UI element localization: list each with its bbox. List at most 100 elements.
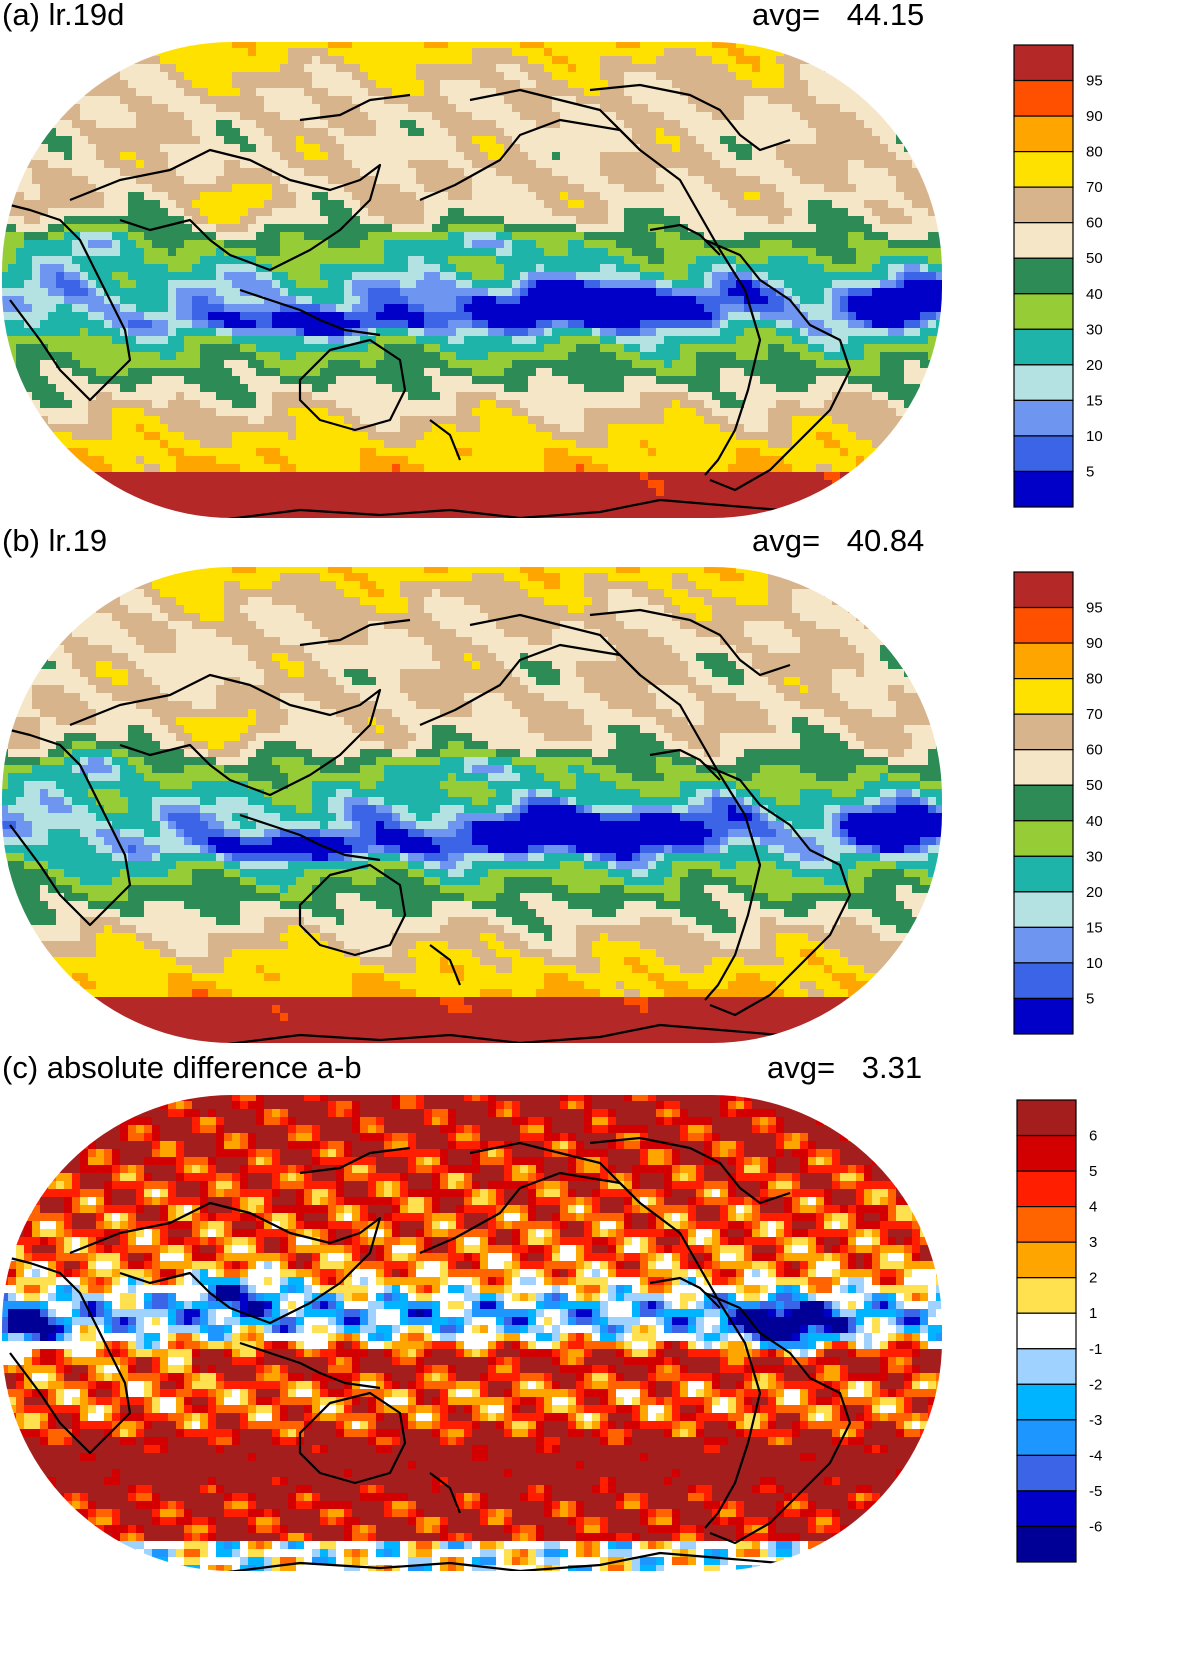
field-cell — [304, 184, 312, 192]
field-cell — [872, 64, 880, 72]
field-cell — [504, 304, 512, 312]
field-cell — [280, 216, 288, 224]
field-cell — [736, 42, 744, 48]
field-cell — [576, 192, 584, 200]
field-cell — [48, 240, 56, 248]
field-cell — [520, 352, 528, 360]
field-cell — [528, 208, 536, 216]
field-cell — [864, 120, 872, 128]
field-cell — [424, 200, 432, 208]
field-cell — [120, 320, 128, 328]
field-cell — [720, 208, 728, 216]
field-cell — [568, 224, 576, 232]
field-cell — [176, 42, 184, 48]
field-cell — [720, 42, 728, 48]
field-cell — [2, 240, 8, 248]
field-cell — [616, 42, 624, 48]
field-cell — [672, 42, 680, 48]
field-cell — [600, 256, 608, 264]
field-cell — [648, 200, 656, 208]
field-cell — [912, 216, 920, 224]
field-cell — [920, 360, 928, 368]
field-cell — [384, 112, 392, 120]
field-cell — [272, 208, 280, 216]
field-cell — [192, 176, 200, 184]
field-cell — [456, 344, 464, 352]
field-cell — [752, 280, 760, 288]
field-cell — [864, 176, 872, 184]
field-cell — [848, 240, 856, 248]
field-cell — [296, 152, 304, 160]
field-cell — [432, 368, 440, 376]
field-cell — [448, 296, 456, 304]
field-cell — [344, 344, 352, 352]
field-cell — [424, 184, 432, 192]
field-cell — [24, 80, 32, 88]
field-cell — [824, 192, 832, 200]
field-cell — [768, 328, 776, 336]
field-cell — [176, 136, 184, 144]
field-cell — [760, 80, 768, 88]
field-cell — [168, 304, 176, 312]
field-cell — [48, 48, 56, 56]
field-cell — [536, 216, 544, 224]
field-cell — [920, 352, 928, 360]
field-cell — [416, 176, 424, 184]
field-cell — [400, 312, 408, 320]
field-cell — [48, 184, 56, 192]
field-cell — [184, 184, 192, 192]
field-cell — [896, 288, 904, 296]
field-cell — [712, 368, 720, 376]
field-cell — [344, 144, 352, 152]
field-cell — [752, 176, 760, 184]
field-cell — [248, 72, 256, 80]
field-cell — [920, 224, 928, 232]
field-cell — [440, 336, 448, 344]
field-cell — [872, 42, 880, 48]
field-cell — [248, 168, 256, 176]
field-cell — [48, 296, 56, 304]
field-cell — [144, 256, 152, 264]
field-cell — [448, 328, 456, 336]
field-cell — [792, 104, 800, 112]
field-cell — [824, 80, 832, 88]
field-cell — [80, 224, 88, 232]
field-cell — [136, 128, 144, 136]
field-cell — [744, 72, 752, 80]
field-cell — [136, 176, 144, 184]
field-cell — [240, 80, 248, 88]
field-cell — [600, 136, 608, 144]
field-cell — [408, 248, 416, 256]
field-cell — [408, 352, 416, 360]
field-cell — [648, 288, 656, 296]
field-cell — [328, 64, 336, 72]
field-cell — [80, 192, 88, 200]
field-cell — [856, 328, 864, 336]
field-cell — [448, 64, 456, 72]
field-cell — [152, 160, 160, 168]
field-cell — [656, 328, 664, 336]
field-cell — [872, 216, 880, 224]
field-cell — [560, 360, 568, 368]
field-cell — [480, 352, 488, 360]
field-cell — [752, 360, 760, 368]
field-cell — [784, 232, 792, 240]
field-cell — [720, 320, 728, 328]
field-cell — [504, 200, 512, 208]
field-cell — [720, 88, 728, 96]
field-cell — [744, 200, 752, 208]
field-cell — [928, 256, 936, 264]
field-cell — [920, 48, 928, 56]
field-cell — [672, 96, 680, 104]
field-cell — [800, 88, 808, 96]
field-cell — [320, 176, 328, 184]
field-cell — [520, 200, 528, 208]
field-cell — [416, 232, 424, 240]
field-cell — [376, 184, 384, 192]
field-cell — [896, 304, 904, 312]
field-cell — [296, 360, 304, 368]
field-cell — [920, 152, 928, 160]
field-cell — [808, 352, 816, 360]
field-cell — [112, 328, 120, 336]
field-cell — [296, 56, 304, 64]
